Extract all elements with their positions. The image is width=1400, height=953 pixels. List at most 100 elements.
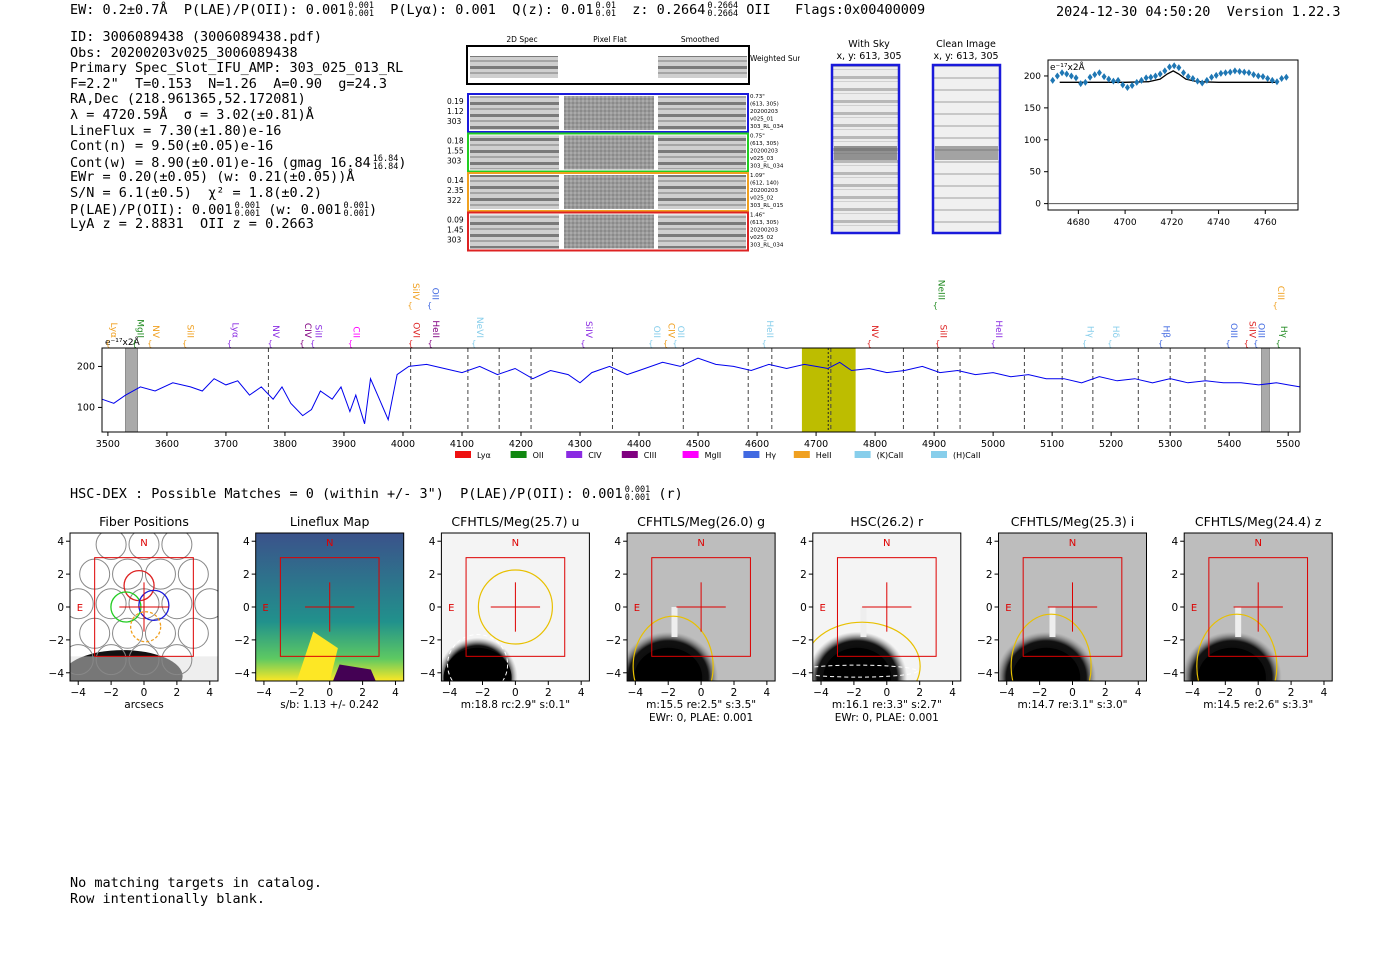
- east-label: E: [448, 603, 454, 614]
- fit-data-point: [1255, 72, 1261, 80]
- spec-line-brace: {: [132, 339, 137, 348]
- info-plae: P(LAE)/P(OII): 0.001 0.001 0.001 (w: 0.001…: [70, 201, 406, 218]
- fit-data-point: [1265, 75, 1271, 83]
- spec-line-brace: {: [1244, 339, 1249, 348]
- spec-line-marker: SiIV{: [580, 321, 593, 348]
- fiber-circle: [95, 533, 127, 561]
- fiber-circle: [144, 558, 176, 590]
- panel-xtick-label: 4: [1135, 687, 1142, 699]
- panel-ytick-label: 0: [1172, 602, 1179, 614]
- cutout-row-detail: 0.73": [750, 94, 765, 100]
- cutout-row-detail: v025_03: [750, 156, 774, 162]
- fit-data-point: [1190, 75, 1196, 83]
- panel-ytick-label: 0: [800, 602, 807, 614]
- panel-xtick-label: 2: [174, 687, 181, 699]
- spec-line-marker: Hδ{: [1107, 326, 1120, 348]
- fit-data-point: [1166, 63, 1172, 71]
- fit-ytick-label: 0: [1035, 200, 1041, 210]
- cutout-row-detail: (612, 140): [750, 181, 779, 187]
- spec-legend-swatch: [793, 451, 810, 458]
- spec-line-marker: CIV{: [663, 323, 676, 348]
- spec-line-marker: NV{: [268, 325, 281, 348]
- cutout-row-num: 322: [447, 196, 462, 205]
- fit-data-point: [1223, 69, 1229, 77]
- spec-line-label: SiII: [313, 324, 323, 338]
- fiber-circle: [70, 644, 94, 676]
- panel-xtick-label: 2: [916, 687, 923, 699]
- spec-line-label: OII: [675, 326, 685, 338]
- panel-title: CFHTLS/Meg(24.4) z: [1195, 514, 1322, 529]
- spec-legend-label: HeII: [816, 451, 832, 460]
- info-sn: S/N = 6.1(±0.5) χ² = 1.8(±0.2): [70, 184, 322, 201]
- panel-ytick-label: 2: [614, 569, 621, 581]
- spec-legend-swatch: [510, 451, 527, 458]
- spec-line-brace: {: [933, 301, 938, 310]
- panel-xtick-label: −4: [70, 687, 86, 699]
- cutout-row-detail: 1.09": [750, 173, 765, 179]
- panel-xtick-label: 4: [949, 687, 956, 699]
- cutout-row-detail: (613, 305): [750, 141, 779, 147]
- spec-line-brace: {: [648, 339, 653, 348]
- fit-data-point: [1251, 71, 1257, 79]
- panel-title: HSC(26.2) r: [850, 514, 924, 529]
- header-plya: P(Lyα): 0.001: [390, 2, 496, 18]
- info-ewr: EWr = 0.20(±0.05) (w: 0.21(±0.05))Å: [70, 169, 355, 186]
- fiber-circle: [95, 588, 127, 620]
- east-label: E: [1005, 603, 1011, 614]
- panel-ytick-label: −4: [977, 668, 993, 680]
- cutout-row-detail: v025_02: [750, 235, 774, 241]
- cutout-row-detail: 303_RL_034: [750, 243, 784, 249]
- spec-line-marker: Lyα{: [105, 323, 118, 348]
- cutout-row-num: 1.55: [447, 147, 464, 156]
- cutout-row-detail: 0.75": [750, 134, 765, 140]
- full-spectrum-plot: 3500 3600 3700 3800 3900 4000 4100 4200 4300 4400…: [77, 280, 1301, 460]
- spec-legend-label: MgII: [705, 451, 722, 460]
- panel-xtick-label: 4: [578, 687, 585, 699]
- panel-ytick-label: −2: [606, 635, 621, 647]
- spec-line-marker: OVI{: [408, 322, 421, 348]
- spec-line-brace: {: [672, 339, 677, 348]
- panel-subtitle: m:18.8 rc:2.9" s:0.1": [461, 699, 570, 711]
- spec-legend-label: (K)CaII: [877, 451, 904, 460]
- panel-ytick-label: −2: [49, 635, 64, 647]
- header-z-lo: 0.2664: [707, 9, 739, 19]
- panel-xtick-label: 2: [545, 687, 552, 699]
- spec-legend-label: CIV: [588, 451, 602, 460]
- cutout-flat: [564, 135, 654, 170]
- fit-data-point: [1195, 77, 1201, 85]
- fiber-circle: [95, 644, 127, 676]
- spec-line-label: Hγ: [1278, 326, 1288, 339]
- spec-line-marker: Hγ{: [1082, 326, 1095, 348]
- fit-xtick-label: 4680: [1067, 218, 1090, 228]
- panel-ytick-label: −2: [420, 635, 435, 647]
- north-label: N: [326, 538, 333, 549]
- cutout-2d: [470, 175, 559, 209]
- spec-line-marker: OIII{: [1225, 323, 1238, 348]
- header-flags: Flags:0x00400009: [795, 2, 926, 18]
- panel-subtitle: m:16.1 re:3.3" s:2.7": [832, 699, 942, 711]
- spec-line-label: OIII: [1256, 323, 1266, 338]
- spec-line-brace: {: [1253, 339, 1258, 348]
- fiber-circle: [70, 588, 94, 620]
- spec-line-label: OIII: [1228, 323, 1238, 338]
- fit-data-point: [1120, 81, 1126, 89]
- spec-line-brace: {: [300, 339, 305, 348]
- footer-line1: No matching targets in catalog.: [70, 875, 322, 891]
- fiber-blue: [138, 589, 170, 622]
- spec-line-label: OVI: [411, 322, 421, 338]
- fiber-circle: [161, 644, 193, 676]
- spec-line-brace: {: [991, 339, 996, 348]
- imaging-panel: Lineflux Map N E −4 −2 0 2 4 4 2 0 −2 −4 s/b: 1.13 +/…: [234, 514, 405, 711]
- weighted-sum-label: Weighted Sum: [750, 54, 800, 63]
- cutout-row-num: 0.19: [447, 97, 464, 106]
- cutout-row-num: 1.12: [447, 107, 464, 116]
- footer-notes: No matching targets in catalog. Row inte…: [70, 875, 322, 907]
- fit-data-point: [1082, 78, 1088, 86]
- cutout-row-detail: 303_RL_034: [750, 124, 784, 130]
- fiber-circle: [161, 588, 193, 620]
- info-contw-suffix: ): [398, 154, 407, 171]
- panel-xtick-label: −2: [1032, 687, 1047, 699]
- search-box: [836, 557, 937, 657]
- cutout-row-num: 2.35: [447, 186, 464, 195]
